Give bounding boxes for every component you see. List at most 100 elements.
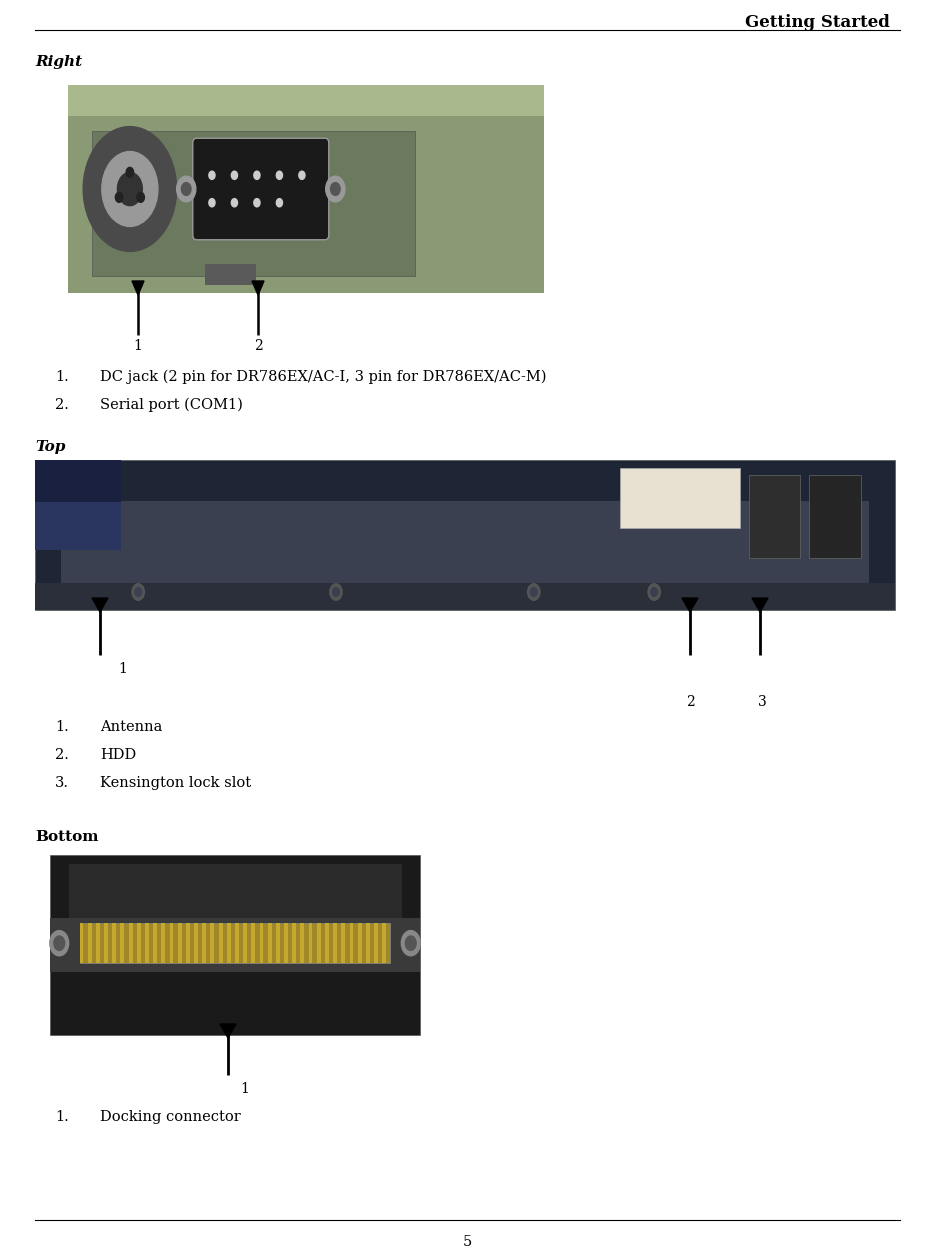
Text: 2.: 2. [55,398,69,412]
Bar [145,923,149,963]
Circle shape [331,182,340,195]
Bar [358,923,362,963]
Circle shape [325,176,345,202]
Bar [267,923,271,963]
Bar [121,923,124,963]
Text: 1: 1 [240,1082,249,1097]
Circle shape [299,171,305,180]
Text: DC jack (2 pin for DR786EX/AC-I, 3 pin for DR786EX/AC-M): DC jack (2 pin for DR786EX/AC-I, 3 pin f… [100,370,546,385]
Bar [350,923,353,963]
Text: 3: 3 [757,694,767,709]
Bar [194,923,198,963]
FancyBboxPatch shape [193,139,329,240]
Bar [104,923,108,963]
Bar [186,923,190,963]
Bar [235,923,238,963]
Bar [243,923,247,963]
Circle shape [277,199,282,207]
Bar [382,923,386,963]
Circle shape [401,931,420,955]
Circle shape [115,192,122,202]
Bar [325,923,329,963]
Bar [68,85,544,116]
Circle shape [181,182,191,195]
Text: 3.: 3. [55,776,69,791]
Circle shape [102,151,158,226]
Text: 5: 5 [463,1235,472,1249]
Bar [50,856,420,1035]
Bar [68,85,544,294]
Text: 1: 1 [134,338,142,353]
Circle shape [177,176,195,202]
Text: 1: 1 [118,662,127,676]
Bar [153,923,157,963]
Bar [35,460,895,610]
Circle shape [209,199,215,207]
Bar [35,583,895,610]
Bar [366,923,369,963]
Bar [620,467,741,527]
Circle shape [137,192,144,202]
Text: Top: Top [35,440,65,453]
Polygon shape [132,281,144,295]
Bar [68,864,401,918]
Bar [50,918,420,972]
Bar [333,923,337,963]
Text: Getting Started: Getting Started [745,14,890,31]
Text: 2: 2 [685,694,695,709]
Bar [137,923,141,963]
Bar [205,264,256,285]
Circle shape [530,587,538,597]
Circle shape [651,587,657,597]
Bar [219,923,223,963]
Bar [309,923,312,963]
Bar [92,131,415,276]
Bar [169,923,174,963]
Circle shape [406,936,416,950]
Text: 1.: 1. [55,370,69,383]
Circle shape [527,583,540,601]
Text: Bottom: Bottom [35,831,98,844]
Polygon shape [682,598,698,612]
Bar [317,923,321,963]
Bar [276,923,280,963]
Text: 2.: 2. [55,748,69,762]
Polygon shape [92,598,108,612]
Bar [749,475,800,557]
Circle shape [54,936,65,950]
Bar [112,923,116,963]
Text: Docking connector: Docking connector [100,1110,240,1124]
Text: 1.: 1. [55,1110,69,1124]
Circle shape [330,583,342,601]
Bar [61,501,870,583]
Circle shape [231,171,237,180]
Circle shape [126,167,134,177]
Bar [341,923,345,963]
Bar [162,923,165,963]
Bar [210,923,214,963]
Bar [79,923,83,963]
Text: HDD: HDD [100,748,137,762]
Bar [79,923,391,963]
Bar [293,923,296,963]
Circle shape [132,583,144,601]
Circle shape [253,199,260,207]
Bar [260,923,264,963]
Circle shape [333,587,339,597]
Bar [227,923,231,963]
Circle shape [209,171,215,180]
Text: 1.: 1. [55,719,69,734]
Text: 2: 2 [253,338,263,353]
Bar [252,923,255,963]
Circle shape [277,171,282,180]
Bar [374,923,378,963]
Bar [284,923,288,963]
Bar [202,923,207,963]
Polygon shape [752,598,768,612]
Text: Antenna: Antenna [100,719,163,734]
Circle shape [50,931,68,955]
Bar [129,923,133,963]
Polygon shape [220,1024,236,1038]
Circle shape [83,126,177,251]
Text: Serial port (COM1): Serial port (COM1) [100,398,243,412]
